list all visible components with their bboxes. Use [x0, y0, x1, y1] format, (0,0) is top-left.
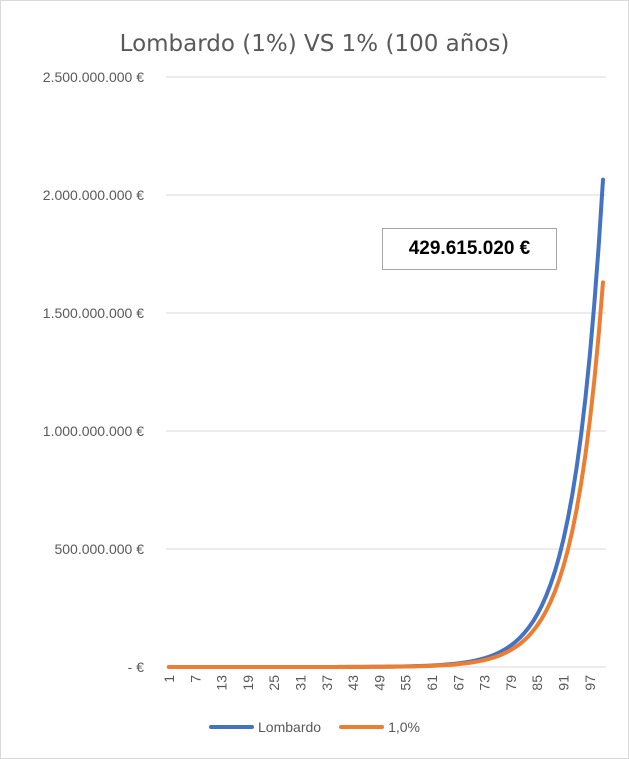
y-tick-label: 1.000.000.000 €: [43, 423, 144, 439]
x-tick-label: 55: [398, 675, 414, 691]
y-tick-label: 1.500.000.000 €: [43, 305, 144, 321]
x-tick-label: 19: [240, 675, 256, 691]
legend: Lombardo 1,0%: [1, 719, 628, 735]
x-tick-label: 1: [161, 675, 177, 683]
gridlines: [166, 76, 606, 668]
series-line-1pct: [167, 280, 605, 669]
legend-label-1pct: 1,0%: [388, 719, 420, 735]
x-tick-label: 49: [371, 675, 387, 691]
legend-item-1pct: 1,0%: [339, 719, 420, 735]
series-lines: [167, 177, 605, 669]
y-tick-label: 2.500.000.000 €: [43, 69, 144, 85]
x-tick-label: 31: [293, 675, 309, 691]
x-axis-ticks: 1 7 13 19 25 31 37 43 49 55 61 67 73 79 85 91 97: [161, 675, 598, 691]
legend-swatch-1pct: [339, 725, 385, 729]
x-tick-label: 13: [214, 675, 230, 691]
x-tick-label: 85: [529, 675, 545, 691]
legend-item-lombardo: Lombardo: [209, 719, 321, 735]
x-tick-label: 67: [450, 675, 466, 691]
x-tick-label: 43: [345, 675, 361, 691]
x-tick-label: 73: [477, 675, 493, 691]
legend-label-lombardo: Lombardo: [258, 719, 322, 735]
x-tick-label: 37: [319, 675, 335, 691]
difference-callout: 429.615.020 €: [382, 228, 557, 270]
x-tick-label: 91: [556, 675, 572, 691]
x-tick-label: 61: [424, 675, 440, 691]
y-tick-label: - €: [128, 659, 145, 675]
chart-title: Lombardo (1%) VS 1% (100 años): [119, 31, 510, 57]
y-axis-ticks: - € 500.000.000 € 1.000.000.000 € 1.500.000…: [43, 69, 144, 675]
y-tick-label: 2.000.000.000 €: [43, 187, 144, 203]
x-tick-label: 7: [187, 675, 203, 683]
y-tick-label: 500.000.000 €: [54, 541, 144, 557]
legend-swatch-lombardo: [209, 725, 255, 729]
x-tick-label: 79: [503, 675, 519, 691]
x-tick-label: 97: [582, 675, 598, 691]
x-tick-label: 25: [266, 675, 282, 691]
